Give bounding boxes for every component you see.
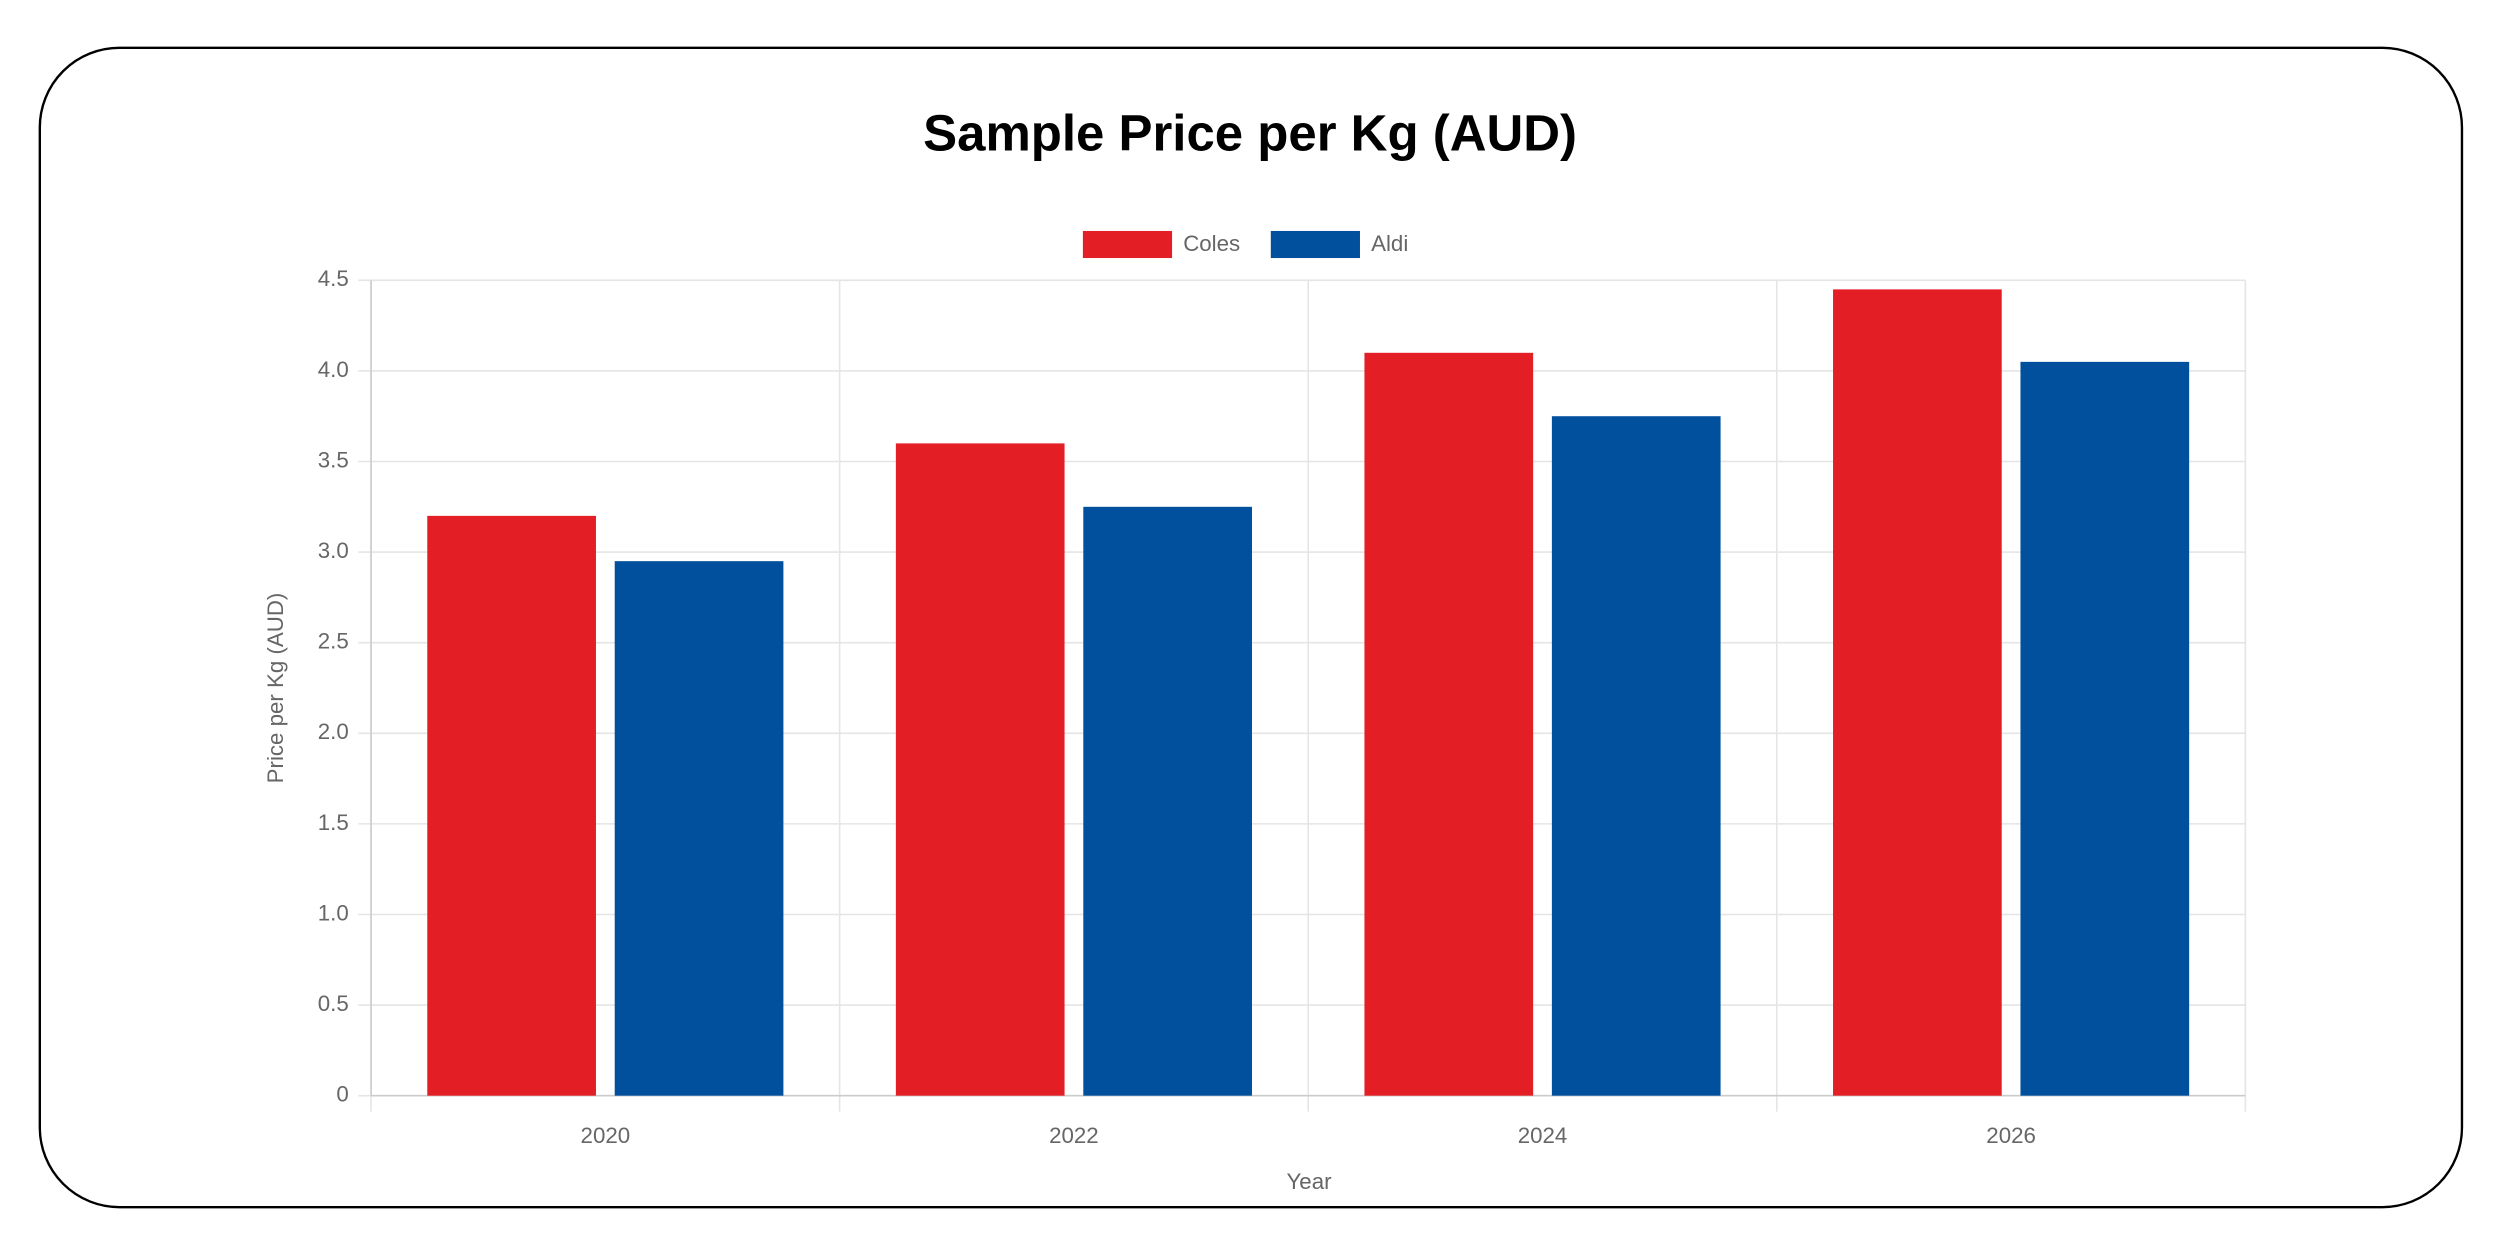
y-tick-label: 3.0 bbox=[318, 538, 349, 563]
y-axis-title: Price per Kg (AUD) bbox=[263, 593, 288, 784]
bar bbox=[614, 561, 784, 1096]
legend-swatch[interactable] bbox=[1270, 230, 1360, 259]
bar bbox=[2020, 361, 2190, 1096]
bar bbox=[1083, 506, 1252, 1096]
legend-label[interactable]: Aldi bbox=[1371, 231, 1408, 256]
y-tick-label: 2.0 bbox=[318, 719, 349, 744]
y-tick-label: 1.5 bbox=[318, 810, 349, 835]
x-tick-label: 2026 bbox=[1986, 1123, 2036, 1148]
y-tick-label: 0 bbox=[336, 1082, 348, 1107]
y-tick-label: 4.0 bbox=[318, 357, 349, 382]
bar bbox=[427, 515, 596, 1096]
x-tick-label: 2024 bbox=[1518, 1123, 1568, 1148]
x-axis-title: Year bbox=[1286, 1169, 1332, 1194]
y-tick-label: 1.0 bbox=[318, 900, 349, 925]
legend-label[interactable]: Coles bbox=[1183, 231, 1240, 256]
bar bbox=[1833, 289, 2002, 1096]
y-tick-label: 3.5 bbox=[318, 447, 349, 472]
y-tick-label: 0.5 bbox=[318, 991, 349, 1016]
y-tick-label: 4.5 bbox=[318, 266, 349, 291]
chart-title: Sample Price per Kg (AUD) bbox=[923, 104, 1577, 161]
y-tick-label: 2.5 bbox=[318, 629, 349, 654]
bar bbox=[1364, 352, 1534, 1096]
x-tick-label: 2022 bbox=[1049, 1123, 1099, 1148]
legend-swatch[interactable] bbox=[1082, 230, 1173, 259]
bar bbox=[1551, 416, 1721, 1096]
bar bbox=[895, 443, 1065, 1096]
x-tick-label: 2020 bbox=[581, 1123, 631, 1148]
